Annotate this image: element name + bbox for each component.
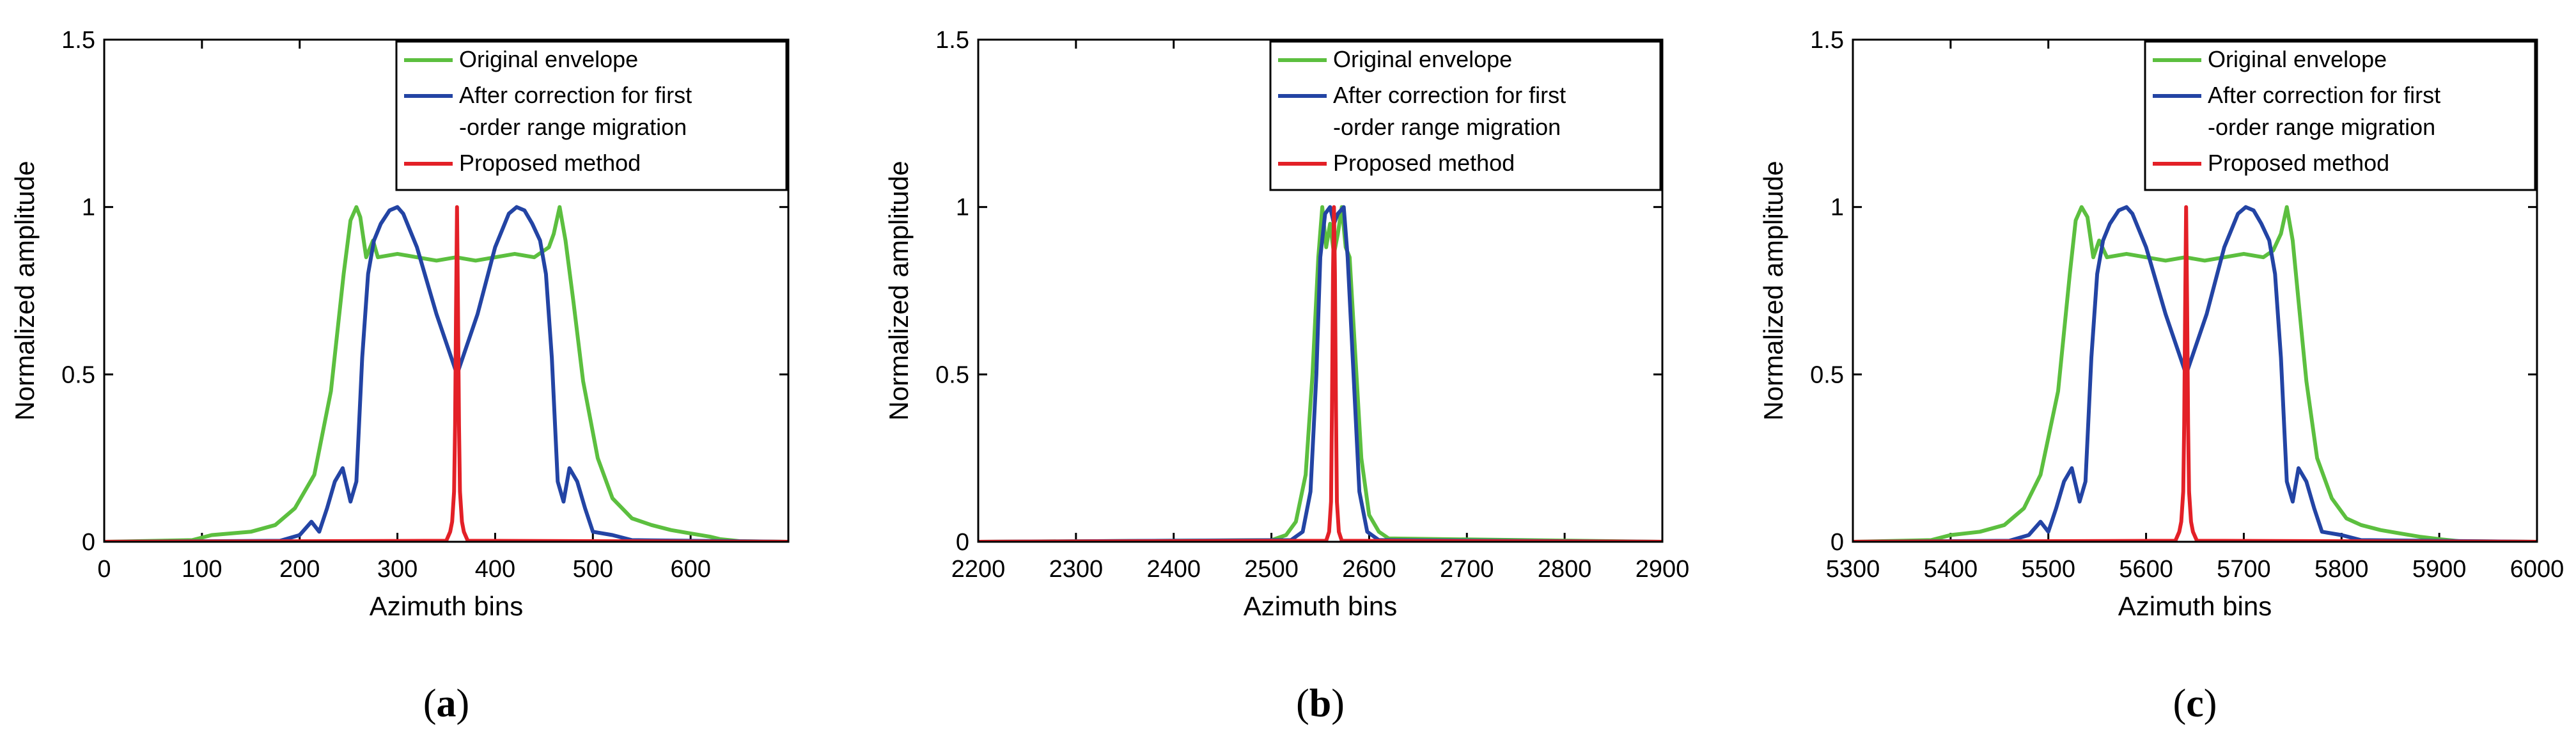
x-axis-label: Azimuth bins	[2118, 591, 2272, 621]
panel-letter: b	[1309, 682, 1331, 725]
series-line-proposed-method	[978, 205, 1662, 542]
x-tick-label: 5300	[1826, 556, 1880, 583]
legend-label: After correction for first	[2208, 82, 2440, 108]
x-tick-label: 300	[377, 556, 418, 583]
x-tick-label: 5600	[2119, 556, 2173, 583]
legend-label: Proposed method	[1333, 150, 1515, 176]
x-tick-label: 500	[573, 556, 613, 583]
x-tick-label: 5400	[1924, 556, 1978, 583]
y-tick-label: 1	[956, 194, 969, 221]
y-tick-label: 0.5	[935, 361, 969, 388]
y-tick-label: 1	[82, 194, 95, 221]
legend-label: -order range migration	[459, 114, 687, 140]
legend-box	[395, 40, 788, 191]
panel-caption: (c)	[2173, 682, 2217, 725]
legend-label: Proposed method	[2208, 150, 2389, 176]
x-tick-label: 100	[182, 556, 222, 583]
series-line-first-order-correction	[104, 205, 788, 542]
series-line-original-envelope	[104, 205, 788, 542]
y-tick-label: 1.5	[1810, 27, 1844, 54]
x-axis-label: Azimuth bins	[1244, 591, 1397, 621]
y-tick-label: 1.5	[935, 27, 969, 54]
x-tick-label: 2700	[1440, 556, 1494, 583]
chart-panel-c: 5300 5400 5500 5600 5700 5800 5900 6000 0 0.5 1 1.5…	[1758, 27, 2564, 725]
series-line-first-order-correction	[1853, 205, 2537, 542]
series-group	[104, 205, 788, 542]
legend-label: -order range migration	[2208, 114, 2435, 140]
x-tick-label: 6000	[2510, 556, 2564, 583]
x-axis-label: Azimuth bins	[370, 591, 523, 621]
legend-box	[2144, 40, 2536, 191]
chart-panel-a: 0 100 200 300 400 500 600 0 0.5 1 1.5 Azimuth bins N…	[10, 27, 790, 725]
panel-letter: c	[2186, 682, 2204, 725]
plot-frame	[103, 38, 790, 543]
legend-label: After correction for first	[1333, 82, 1566, 108]
panel-caption: (a)	[423, 682, 469, 725]
y-tick-label: 0.5	[1810, 361, 1844, 388]
series-group	[1853, 205, 2537, 542]
x-tick-label: 2200	[951, 556, 1006, 583]
panel-letter: a	[437, 682, 457, 725]
x-tick-label: 2800	[1538, 556, 1592, 583]
x-tick-label: 600	[670, 556, 710, 583]
legend-label: Original envelope	[2208, 46, 2387, 72]
x-tick-label: 200	[279, 556, 320, 583]
legend-box	[1269, 40, 1662, 191]
panel-caption: (b)	[1296, 682, 1345, 725]
series-line-proposed-method	[1853, 205, 2537, 542]
x-tick-label: 2600	[1342, 556, 1396, 583]
legend-label: -order range migration	[1333, 114, 1561, 140]
legend-label: Original envelope	[459, 46, 638, 72]
plot-frame	[1852, 38, 2538, 543]
y-axis-label: Normalized amplitude	[10, 161, 40, 420]
legend-label: Proposed method	[459, 150, 641, 176]
series-line-proposed-method	[104, 205, 788, 542]
x-tick-label: 0	[97, 556, 111, 583]
series-line-original-envelope	[1853, 205, 2537, 542]
x-tick-label: 2500	[1244, 556, 1299, 583]
series-group	[978, 205, 1662, 542]
y-tick-label: 1.5	[61, 27, 95, 54]
legend: Original envelope After correction for fi…	[395, 40, 788, 191]
y-tick-label: 0.5	[61, 361, 95, 388]
y-tick-label: 0	[1831, 529, 1844, 556]
legend-label: After correction for first	[459, 82, 692, 108]
y-tick-label: 0	[956, 529, 969, 556]
x-tick-label: 5900	[2412, 556, 2467, 583]
legend: Original envelope After correction for fi…	[2144, 40, 2536, 191]
plot-frame	[977, 38, 1664, 543]
x-tick-label: 2900	[1635, 556, 1690, 583]
chart-panel-b: 2200 2300 2400 2500 2600 2700 2800 2900 0 0.5 1 1.5…	[884, 27, 1689, 725]
x-tick-label: 5700	[2217, 556, 2271, 583]
legend-label: Original envelope	[1333, 46, 1512, 72]
y-tick-label: 1	[1831, 194, 1844, 221]
x-tick-label: 400	[475, 556, 515, 583]
x-tick-label: 2400	[1146, 556, 1201, 583]
x-tick-label: 2300	[1049, 556, 1104, 583]
x-tick-label: 5500	[2021, 556, 2075, 583]
legend: Original envelope After correction for fi…	[1269, 40, 1662, 191]
y-tick-label: 0	[82, 529, 95, 556]
y-axis-label: Normalized amplitude	[884, 161, 914, 420]
y-axis-label: Normalized amplitude	[1758, 161, 1788, 420]
x-tick-label: 5800	[2314, 556, 2369, 583]
